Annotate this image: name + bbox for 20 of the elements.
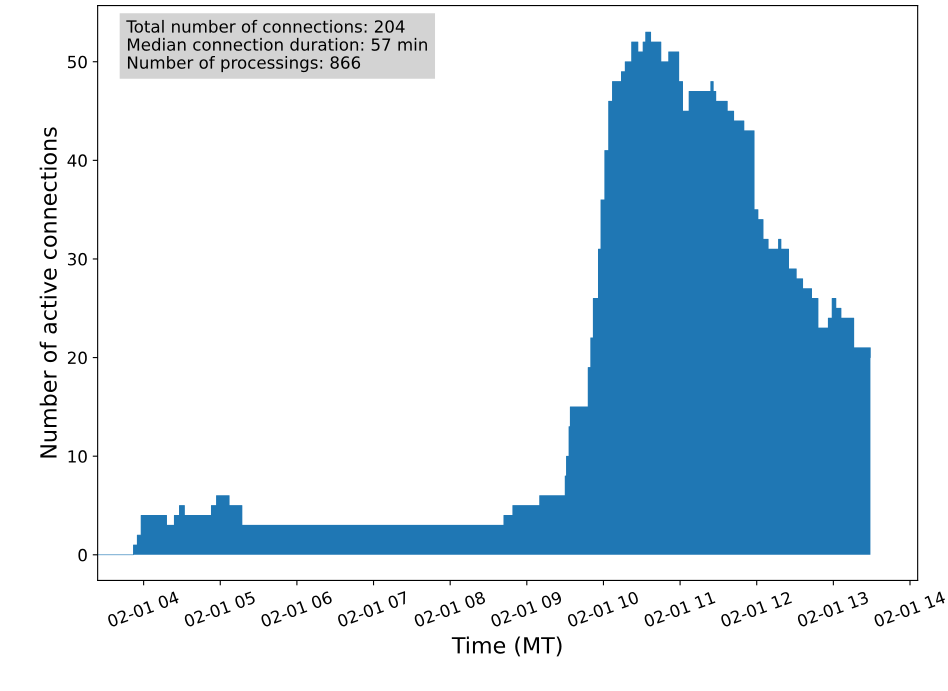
x-tick-label: 02-01 11: [643, 590, 716, 628]
x-tick-label: 02-01 12: [720, 591, 792, 628]
x-tick-label: 02-01 13: [796, 590, 869, 628]
y-tick-label: 10: [68, 450, 87, 463]
x-tick-label: 02-01 14: [873, 590, 946, 628]
x-tick-label: 02-01 06: [260, 590, 333, 628]
x-tick-label: 02-01 05: [183, 590, 256, 628]
x-tick-label: 02-01 09: [490, 590, 563, 628]
x-tick-label: 02-01 10: [566, 590, 640, 628]
x-tick-label: 02-01 04: [106, 590, 180, 628]
y-tick-label: 40: [68, 154, 87, 167]
y-tick-label: 30: [68, 252, 87, 266]
y-tick-label: 50: [68, 56, 87, 68]
annotation: Total number of connections: 204 Median connection duration: 57 min Number of processings: 866: [126, 20, 427, 72]
y-tick-label: 0: [78, 548, 87, 562]
x-tick-label: 02-01 08: [413, 590, 486, 628]
y-axis-title: Number of active connections: [40, 127, 57, 458]
x-tick-label: 02-01 07: [336, 590, 410, 628]
y-tick-label: 20: [68, 352, 87, 364]
x-axis-title: Time (MT): [452, 636, 562, 656]
